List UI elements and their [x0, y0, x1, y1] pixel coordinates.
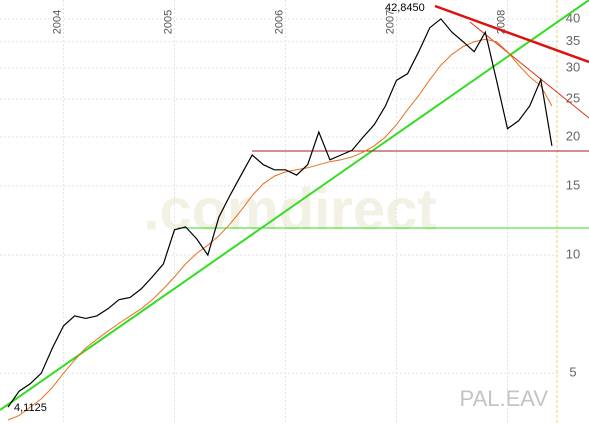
symbol-label: PAL.EAV — [460, 386, 549, 411]
y-tick-label: 15 — [566, 177, 580, 192]
y-tick-label: 25 — [566, 90, 580, 105]
x-tick-label: 2006 — [273, 10, 285, 34]
price-line — [7, 38, 553, 421]
x-tick-label: 2004 — [51, 10, 63, 34]
low-annotation: 4,1125 — [14, 402, 47, 414]
down-trend-line — [434, 4, 589, 64]
y-tick-label: 30 — [566, 59, 580, 74]
watermark: .comdirect — [143, 177, 436, 242]
y-tick-label: 10 — [566, 247, 580, 262]
down-trend-line — [469, 21, 589, 119]
y-tick-label: 40 — [566, 10, 580, 25]
y-tick-label: 5 — [569, 365, 576, 380]
x-tick-label: 2007 — [384, 10, 396, 34]
trend-line — [0, 0, 589, 411]
x-tick-label: 2005 — [162, 10, 174, 34]
price-line — [7, 18, 553, 408]
plot — [7, 18, 553, 421]
y-tick-label: 20 — [566, 128, 580, 143]
high-annotation: 42,8450 — [385, 2, 425, 14]
y-tick-label: 35 — [566, 33, 580, 48]
